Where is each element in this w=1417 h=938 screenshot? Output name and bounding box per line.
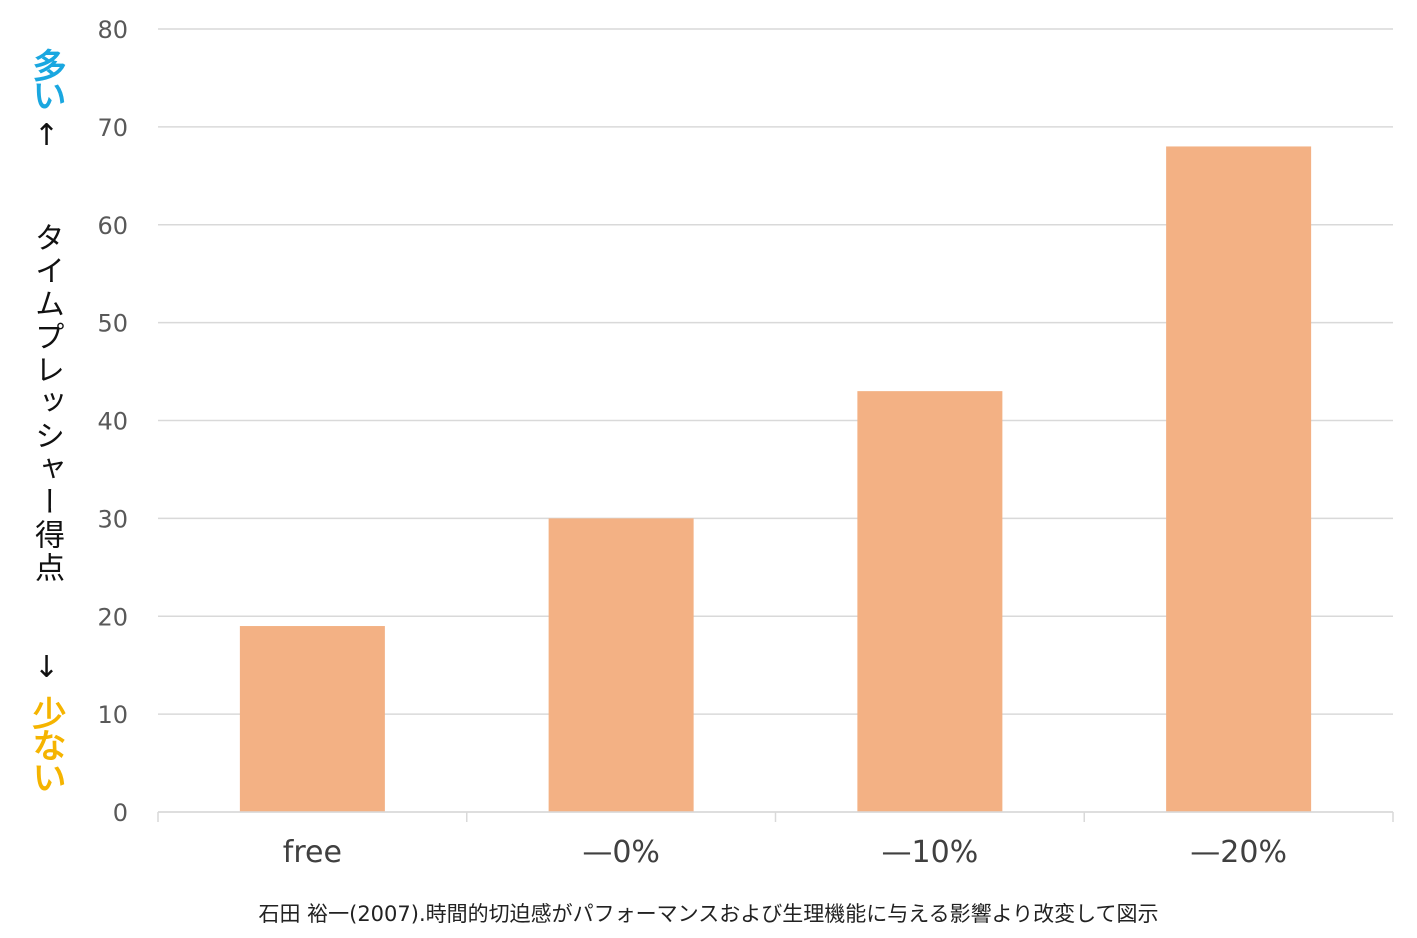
y-axis-arrow-up: ↑	[29, 118, 64, 153]
y-tick-label: 50	[97, 310, 128, 338]
bar-2	[857, 391, 1003, 812]
y-tick-label: 0	[113, 799, 128, 827]
bar-0	[239, 626, 385, 812]
y-tick-label: 20	[97, 603, 128, 631]
y-tick-label: 70	[97, 114, 128, 142]
y-axis-arrow-down: ↓	[29, 650, 64, 685]
bar-3	[1166, 146, 1312, 812]
bar-1	[548, 518, 694, 812]
y-tick-label: 10	[97, 701, 128, 729]
y-tick-label: 60	[97, 212, 128, 240]
source-note: 石田 裕一(2007).時間的切迫感がパフォーマンスおよび生理機能に与える影響よ…	[258, 902, 1159, 926]
x-tick-label: —0%	[582, 835, 660, 870]
y-tick-label: 80	[97, 16, 128, 44]
y-tick-label: 40	[97, 408, 128, 436]
y-axis-title: タイムプレッシャー得点	[29, 222, 64, 585]
y-tick-label: 30	[97, 505, 128, 533]
x-tick-label: free	[283, 835, 342, 870]
y-axis-label-less: 少ない	[26, 696, 66, 792]
x-tick-label: —10%	[882, 835, 979, 870]
x-tick-label: —20%	[1190, 835, 1287, 870]
y-axis-label-more: 多い	[26, 48, 66, 108]
